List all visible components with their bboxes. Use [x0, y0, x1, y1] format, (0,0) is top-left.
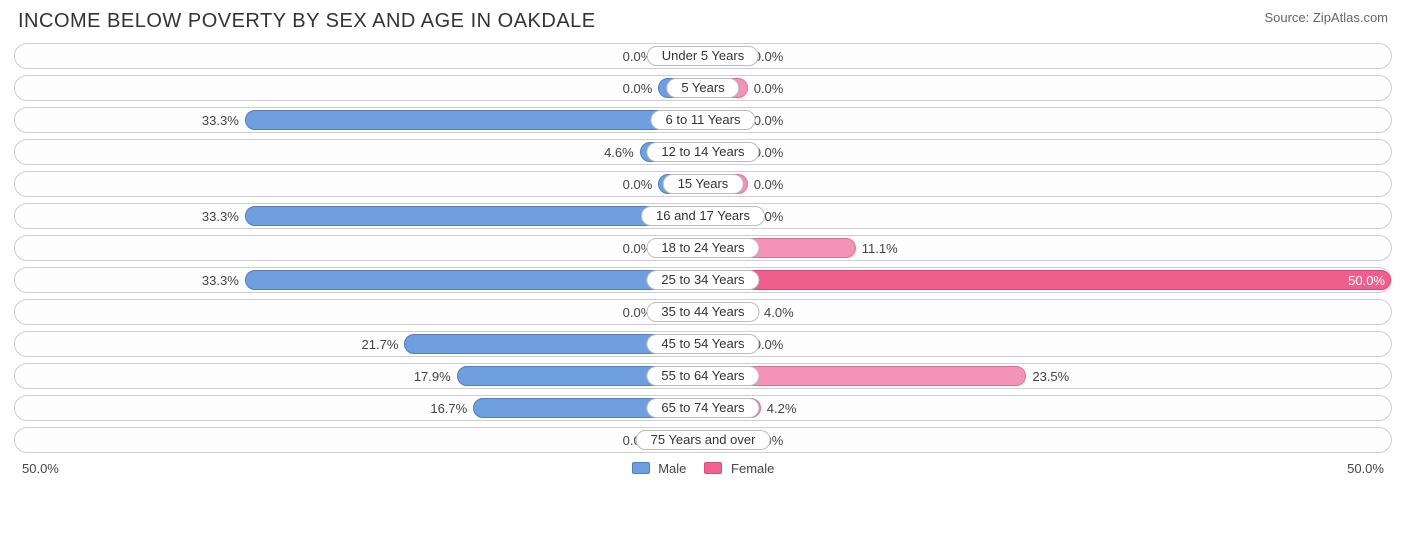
legend-female: Female: [704, 461, 774, 476]
category-label: 35 to 44 Years: [646, 302, 759, 322]
category-label: Under 5 Years: [647, 46, 759, 66]
female-value: 23.5%: [1032, 364, 1069, 390]
chart-row: 0.0%0.0%75 Years and over: [14, 427, 1392, 453]
male-bar: [245, 270, 703, 290]
male-value: 33.3%: [202, 204, 239, 230]
chart-row: 17.9% 23.5% 55 to 64 Years: [14, 363, 1392, 389]
chart-row: 0.0%0.0%Under 5 Years: [14, 43, 1392, 69]
axis-right-max: 50.0%: [1347, 461, 1384, 476]
female-swatch: [704, 462, 722, 474]
legend: Male Female: [632, 461, 775, 476]
category-label: 16 and 17 Years: [641, 206, 765, 226]
female-value: 0.0%: [754, 108, 784, 134]
chart-row: 33.3% 0.0%6 to 11 Years: [14, 107, 1392, 133]
category-label: 15 Years: [663, 174, 744, 194]
chart-row: 4.6%0.0%12 to 14 Years: [14, 139, 1392, 165]
female-value: 0.0%: [754, 172, 784, 198]
chart-row: 0.0%4.0%35 to 44 Years: [14, 299, 1392, 325]
chart-row: 33.3% 50.0% 25 to 34 Years: [14, 267, 1392, 293]
female-value: 50.0%: [1348, 268, 1385, 294]
category-label: 5 Years: [666, 78, 739, 98]
female-value: 4.2%: [767, 396, 797, 422]
chart-container: INCOME BELOW POVERTY BY SEX AND AGE IN O…: [0, 0, 1406, 480]
chart-row: 16.7% 4.2% 65 to 74 Years: [14, 395, 1392, 421]
male-value: 16.7%: [430, 396, 467, 422]
chart-row: 21.7%0.0%45 to 54 Years: [14, 331, 1392, 357]
female-bar: [703, 270, 1391, 290]
category-label: 65 to 74 Years: [646, 398, 759, 418]
male-value: 21.7%: [362, 332, 399, 358]
legend-male: Male: [632, 461, 687, 476]
category-label: 18 to 24 Years: [646, 238, 759, 258]
male-value: 4.6%: [604, 140, 634, 166]
male-value: 33.3%: [202, 108, 239, 134]
legend-female-label: Female: [731, 461, 774, 476]
chart-row: 0.0% 0.0% 15 Years: [14, 171, 1392, 197]
category-label: 55 to 64 Years: [646, 366, 759, 386]
male-swatch: [632, 462, 650, 474]
category-label: 45 to 54 Years: [646, 334, 759, 354]
female-value: 11.1%: [862, 236, 898, 262]
chart-row: 0.0%11.1%18 to 24 Years: [14, 235, 1392, 261]
chart-row: 0.0% 0.0% 5 Years: [14, 75, 1392, 101]
source-label: Source: ZipAtlas.com: [1264, 10, 1388, 25]
axis-left-max: 50.0%: [22, 461, 59, 476]
legend-male-label: Male: [658, 461, 686, 476]
chart-row: 33.3%0.0%16 and 17 Years: [14, 203, 1392, 229]
male-value: 17.9%: [414, 364, 451, 390]
male-value: 0.0%: [623, 172, 653, 198]
chart-title: INCOME BELOW POVERTY BY SEX AND AGE IN O…: [18, 10, 596, 33]
male-bar: [245, 110, 703, 130]
female-value: 4.0%: [764, 300, 794, 326]
category-label: 25 to 34 Years: [646, 270, 759, 290]
category-label: 75 Years and over: [636, 430, 771, 450]
female-value: 0.0%: [754, 76, 784, 102]
male-bar: [245, 206, 703, 226]
header: INCOME BELOW POVERTY BY SEX AND AGE IN O…: [10, 8, 1396, 43]
chart-footer: 50.0% Male Female 50.0%: [10, 459, 1396, 476]
chart-body: 0.0%0.0%Under 5 Years0.0%0.0%5 Years33.3…: [10, 43, 1396, 453]
category-label: 6 to 11 Years: [651, 110, 756, 130]
category-label: 12 to 14 Years: [646, 142, 759, 162]
male-value: 33.3%: [202, 268, 239, 294]
male-value: 0.0%: [623, 76, 653, 102]
